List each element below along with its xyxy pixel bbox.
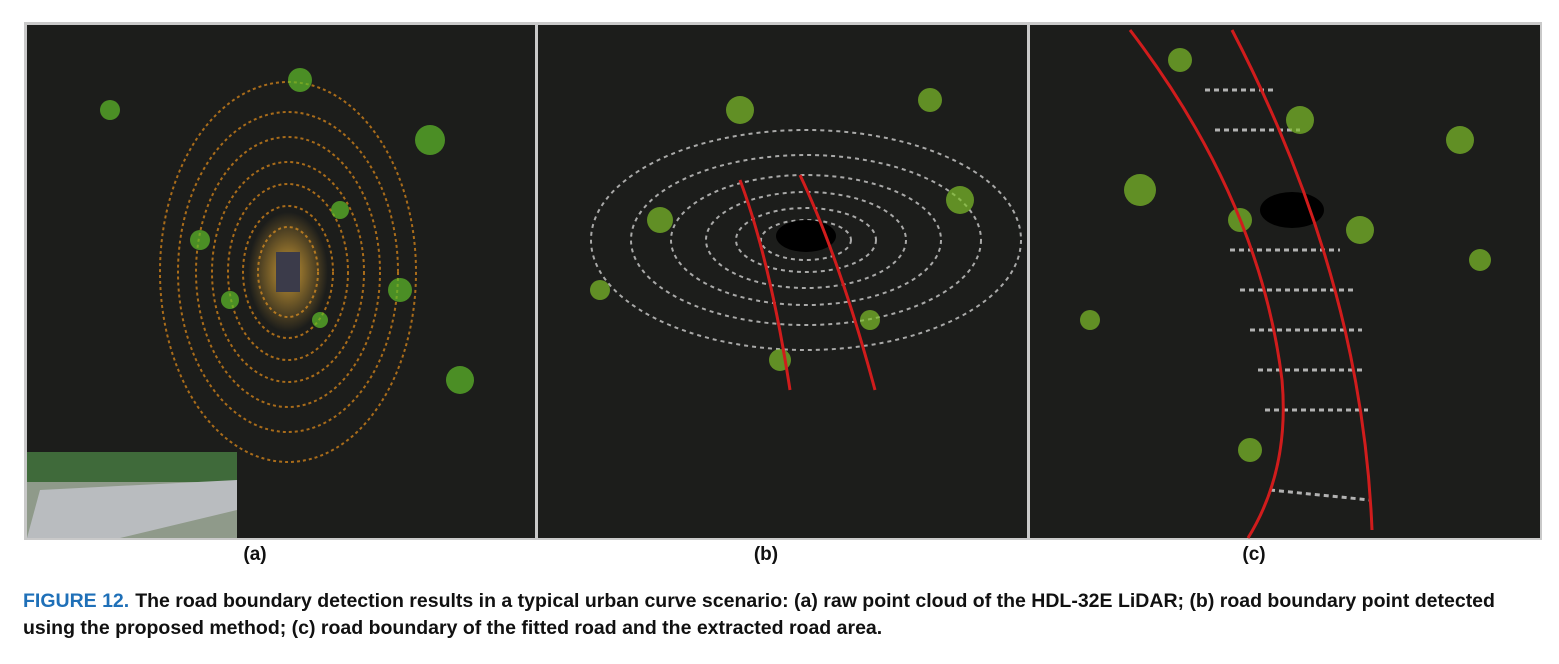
panel-label: (b) bbox=[754, 544, 778, 565]
caption-text: The road boundary detection results in a… bbox=[23, 590, 1495, 639]
caption: FIGURE 12. The road boundary detection re… bbox=[23, 588, 1543, 642]
panel-b bbox=[538, 25, 1027, 538]
panel-label: (c) bbox=[1242, 544, 1265, 565]
panel-a bbox=[27, 25, 535, 538]
figure: (a) (b) (c) bbox=[24, 22, 1542, 565]
caption-label: FIGURE 12. bbox=[23, 590, 130, 612]
panel-label: (a) bbox=[243, 544, 266, 565]
panel-c bbox=[1030, 25, 1540, 539]
